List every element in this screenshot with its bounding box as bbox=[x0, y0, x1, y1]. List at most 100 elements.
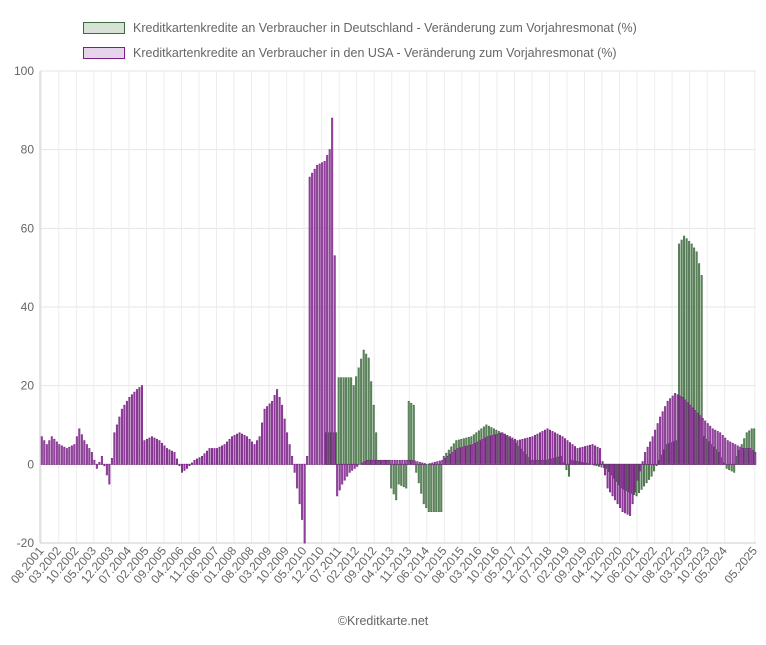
bar-usa bbox=[48, 440, 51, 465]
bar-germany bbox=[748, 430, 751, 465]
bar-germany bbox=[422, 463, 425, 505]
bar-usa bbox=[721, 435, 724, 465]
bar-usa bbox=[266, 406, 269, 465]
bar-usa bbox=[298, 463, 301, 505]
bar-usa bbox=[93, 459, 96, 465]
bar-usa bbox=[686, 402, 689, 465]
bar-usa bbox=[436, 461, 439, 465]
bar-germany bbox=[362, 349, 365, 465]
bar-usa bbox=[376, 459, 379, 465]
bar-usa bbox=[226, 441, 229, 465]
bar-usa bbox=[293, 463, 296, 473]
bar-usa bbox=[559, 435, 561, 465]
bar-usa bbox=[634, 463, 637, 493]
bar-usa bbox=[341, 463, 344, 485]
legend-item-usa[interactable]: Kreditkartenkredite an Verbraucher in de… bbox=[83, 44, 617, 62]
y-tick-label: 0 bbox=[27, 457, 34, 471]
bar-usa bbox=[696, 412, 699, 465]
bar-usa bbox=[63, 446, 66, 465]
bar-germany bbox=[415, 463, 418, 473]
bar-usa bbox=[584, 446, 587, 465]
bar-usa bbox=[45, 444, 48, 465]
bar-usa bbox=[594, 445, 597, 465]
bar-usa bbox=[83, 440, 86, 465]
bar-usa bbox=[163, 445, 166, 465]
bar-usa bbox=[433, 461, 436, 465]
bar-usa bbox=[178, 463, 181, 467]
bar-usa bbox=[731, 442, 734, 465]
bar-usa bbox=[611, 463, 614, 497]
bar-germany bbox=[355, 376, 358, 465]
bar-usa bbox=[258, 436, 261, 465]
bar-usa bbox=[443, 457, 446, 465]
bar-usa bbox=[253, 444, 256, 465]
bar-usa bbox=[706, 423, 709, 465]
legend-swatch-germany bbox=[83, 22, 125, 34]
bar-usa bbox=[118, 416, 121, 465]
bar-usa bbox=[138, 387, 141, 465]
bar-usa bbox=[291, 456, 294, 465]
bar-usa bbox=[55, 441, 58, 465]
bar-usa bbox=[296, 463, 299, 489]
bar-germany bbox=[690, 243, 693, 465]
bar-usa bbox=[453, 450, 456, 465]
bar-usa bbox=[609, 463, 612, 493]
bar-usa bbox=[724, 437, 727, 465]
bar-usa bbox=[503, 433, 506, 465]
bar-usa bbox=[428, 463, 431, 465]
bar-usa bbox=[589, 444, 592, 465]
bar-germany bbox=[653, 463, 656, 472]
bar-usa bbox=[331, 117, 334, 465]
bar-germany bbox=[352, 385, 355, 465]
bar-germany bbox=[365, 353, 368, 465]
bar-usa bbox=[644, 452, 647, 465]
bar-usa bbox=[749, 448, 752, 465]
bar-usa bbox=[624, 463, 627, 514]
bar-germany bbox=[390, 463, 393, 489]
bar-usa bbox=[256, 440, 259, 465]
bar-usa bbox=[271, 400, 274, 465]
bar-usa bbox=[533, 435, 536, 465]
bar-usa bbox=[709, 425, 712, 465]
bar-usa bbox=[621, 463, 624, 512]
bar-usa bbox=[684, 399, 687, 465]
legend-item-germany[interactable]: Kreditkartenkredite an Verbraucher in De… bbox=[83, 19, 637, 37]
bar-usa bbox=[150, 436, 153, 465]
bar-usa bbox=[739, 446, 742, 465]
bar-usa bbox=[478, 440, 481, 465]
bar-usa bbox=[196, 458, 198, 465]
bar-usa bbox=[268, 403, 271, 465]
bar-usa bbox=[566, 440, 569, 465]
bar-usa bbox=[526, 437, 529, 465]
bar-germany bbox=[407, 400, 410, 465]
bar-usa bbox=[411, 459, 414, 465]
bar-usa bbox=[741, 448, 744, 465]
bar-usa bbox=[714, 429, 717, 465]
chart-legend: Kreditkartenkredite an Verbraucher in De… bbox=[0, 0, 766, 70]
bar-usa bbox=[43, 440, 46, 465]
bar-usa bbox=[40, 436, 43, 465]
bar-germany bbox=[567, 463, 570, 477]
bar-usa bbox=[120, 408, 123, 465]
bar-usa bbox=[483, 437, 486, 465]
bar-usa bbox=[286, 432, 289, 465]
bar-usa bbox=[251, 441, 254, 465]
bar-usa bbox=[333, 255, 336, 465]
bar-usa bbox=[158, 440, 161, 465]
bar-usa bbox=[716, 431, 719, 465]
bar-usa bbox=[173, 452, 176, 465]
bar-usa bbox=[208, 448, 211, 465]
bar-usa bbox=[659, 416, 662, 465]
bar-usa bbox=[301, 463, 304, 520]
bar-usa bbox=[246, 436, 249, 465]
bar-germany bbox=[432, 463, 435, 512]
bar-usa bbox=[228, 438, 231, 465]
bar-usa bbox=[406, 459, 409, 465]
bar-germany bbox=[640, 463, 643, 490]
y-tick-label: 40 bbox=[21, 300, 35, 314]
bar-usa bbox=[103, 463, 106, 467]
bar-germany bbox=[417, 463, 420, 484]
bar-usa bbox=[581, 446, 584, 465]
bar-usa bbox=[438, 460, 441, 465]
bar-usa bbox=[473, 442, 476, 465]
